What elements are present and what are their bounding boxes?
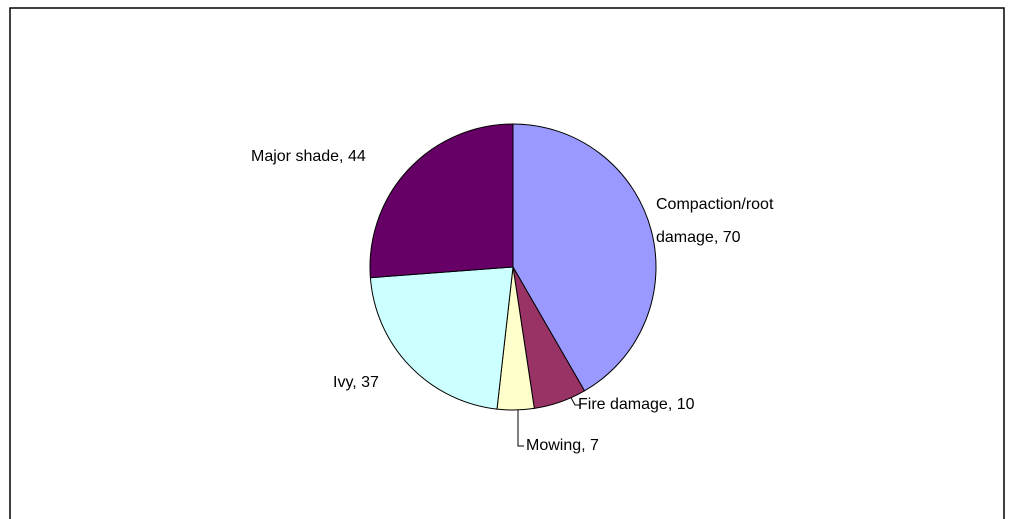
pie-slice xyxy=(512,123,657,392)
pie-slice xyxy=(369,266,514,410)
data-label: Major shade, 44 xyxy=(251,148,366,165)
data-label: Ivy, 37 xyxy=(333,374,379,391)
data-label: Mowing, 7 xyxy=(526,437,599,454)
data-label: Compaction/root damage, 70 xyxy=(656,196,774,246)
leader-line xyxy=(517,401,524,447)
pie xyxy=(369,123,657,411)
pie-slice xyxy=(369,123,514,279)
data-label: Fire damage, 10 xyxy=(578,396,695,413)
